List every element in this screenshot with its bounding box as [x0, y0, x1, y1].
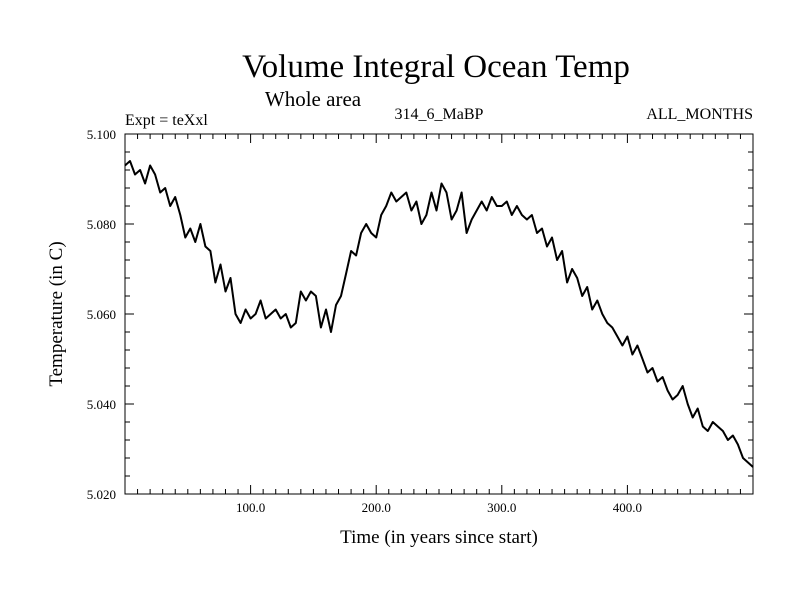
- x-tick-label: 300.0: [487, 500, 516, 515]
- y-tick-label: 5.100: [87, 127, 116, 142]
- x-tick-label: 400.0: [613, 500, 642, 515]
- chart-subtitle: Whole area: [265, 87, 362, 111]
- y-tick-label: 5.080: [87, 217, 116, 232]
- experiment-label: Expt = teXxl: [125, 112, 208, 129]
- x-axis-ticks: [137, 134, 741, 494]
- plot-frame: [124, 133, 754, 495]
- x-tick-label: 200.0: [362, 500, 391, 515]
- y-tick-label: 5.040: [87, 397, 116, 412]
- temperature-series-line: [124, 160, 754, 468]
- x-axis-tick-labels: 100.0 200.0 300.0 400.0: [236, 500, 642, 515]
- chart-title: Volume Integral Ocean Temp: [242, 49, 630, 85]
- months-label: ALL_MONTHS: [646, 106, 753, 123]
- y-tick-label: 5.020: [87, 487, 116, 502]
- y-axis-ticks: [125, 151, 753, 477]
- run-label: 314_6_MaBP: [395, 106, 484, 123]
- x-axis-label: Time (in years since start): [340, 527, 538, 548]
- x-tick-label: 100.0: [236, 500, 265, 515]
- y-axis-label: Temperature (in C): [46, 241, 67, 386]
- y-tick-label: 5.060: [87, 307, 116, 322]
- y-axis-tick-labels: 5.020 5.040 5.060 5.080 5.100: [87, 127, 116, 502]
